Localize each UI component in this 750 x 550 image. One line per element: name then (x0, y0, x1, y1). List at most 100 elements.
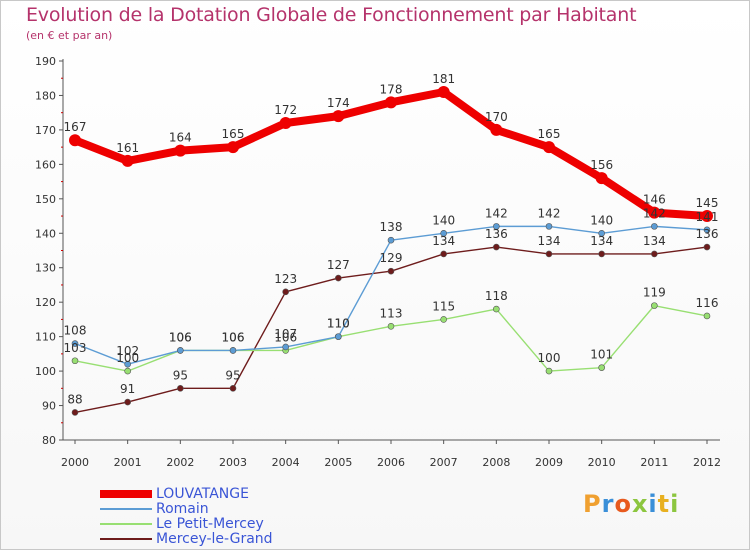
data-point (598, 229, 605, 237)
data-point (493, 223, 500, 230)
data-label: 140 (432, 213, 455, 227)
data-point (227, 141, 239, 154)
chart-subtitle: (en € et par an) (26, 29, 113, 42)
data-label: 123 (274, 272, 297, 286)
data-label: 103 (64, 341, 87, 355)
x-tick-label: 2009 (535, 456, 563, 469)
data-label: 118 (485, 289, 508, 303)
data-point (703, 243, 711, 251)
data-label: 142 (643, 206, 666, 220)
data-label: 95 (225, 368, 240, 382)
x-tick-label: 2006 (377, 456, 405, 469)
data-label: 134 (538, 234, 561, 248)
legend-swatch (100, 490, 152, 498)
proxiti-logo: Proxiti (583, 490, 680, 518)
chart-title: Evolution de la Dotation Globale de Fonc… (26, 4, 637, 26)
data-label: 174 (327, 96, 350, 110)
legend-label: Mercey-le-Grand (156, 531, 273, 547)
y-tick-label: 80 (42, 434, 56, 447)
legend-label: Romain (156, 501, 209, 517)
data-label: 91 (120, 382, 135, 396)
data-point (124, 398, 131, 406)
data-point (229, 385, 237, 392)
data-point (174, 144, 187, 157)
data-point (440, 229, 447, 237)
data-point (387, 322, 395, 330)
x-tick-label: 2002 (166, 456, 194, 469)
data-point (598, 250, 605, 258)
x-tick-label: 2008 (482, 456, 510, 469)
data-label: 102 (116, 344, 139, 358)
data-label: 108 (64, 324, 87, 338)
data-point (282, 288, 289, 296)
data-point (124, 367, 131, 375)
data-point (545, 250, 553, 258)
data-point (387, 267, 395, 275)
data-point (282, 343, 289, 351)
data-point (545, 367, 553, 375)
series-line-louvatange (71, 88, 711, 221)
y-tick-label: 140 (35, 227, 56, 240)
data-label: 136 (485, 227, 508, 241)
data-point (279, 117, 292, 130)
y-tick-label: 170 (35, 124, 56, 137)
data-label: 110 (327, 317, 350, 331)
data-point (651, 302, 658, 309)
data-label: 141 (696, 210, 719, 224)
data-point (701, 210, 713, 223)
series-layer (69, 86, 713, 416)
data-label: 113 (380, 306, 403, 320)
data-label: 100 (538, 351, 561, 365)
data-label: 134 (643, 234, 666, 248)
data-label: 140 (590, 213, 613, 227)
y-tick-label: 160 (35, 158, 56, 171)
data-label: 178 (380, 82, 403, 96)
data-label: 95 (173, 368, 188, 382)
x-tick-label: 2007 (430, 456, 458, 469)
y-tick-label: 100 (35, 365, 56, 378)
legend-swatch (100, 538, 152, 540)
x-tick-label: 2001 (114, 456, 142, 469)
data-label: 127 (327, 258, 350, 272)
data-point (440, 250, 447, 258)
data-point (335, 333, 342, 340)
data-label: 167 (64, 120, 87, 134)
data-point (490, 123, 503, 136)
data-point (71, 409, 79, 416)
data-label: 165 (222, 127, 245, 141)
x-tick-label: 2005 (324, 456, 352, 469)
data-point (177, 385, 184, 392)
axes: 80 90 100 110 120 130 140 150 160 170 180 190 2000 20… (35, 55, 721, 469)
data-label: 107 (274, 327, 297, 341)
data-point (177, 347, 184, 354)
data-label: 156 (590, 158, 613, 172)
data-label: 119 (643, 286, 666, 300)
data-label: 134 (590, 234, 613, 248)
data-point (69, 134, 81, 147)
data-label: 145 (696, 196, 719, 210)
data-label: 146 (643, 193, 666, 207)
data-label: 106 (169, 330, 192, 344)
data-point (71, 357, 79, 365)
data-point (437, 86, 450, 99)
y-tick-label: 180 (35, 89, 56, 102)
data-label: 136 (696, 227, 719, 241)
legend-swatch (100, 508, 152, 510)
data-label: 142 (538, 206, 561, 220)
data-point (703, 312, 711, 320)
data-label: 100 (116, 351, 139, 365)
data-point (493, 243, 500, 251)
data-point (121, 154, 134, 167)
data-point (332, 110, 345, 123)
data-point (440, 316, 447, 323)
data-point (543, 141, 555, 154)
data-point (651, 223, 658, 230)
data-label: 115 (432, 299, 455, 313)
data-point (71, 340, 79, 347)
data-point (229, 347, 237, 354)
data-label: 106 (222, 330, 245, 344)
data-point (651, 250, 658, 258)
